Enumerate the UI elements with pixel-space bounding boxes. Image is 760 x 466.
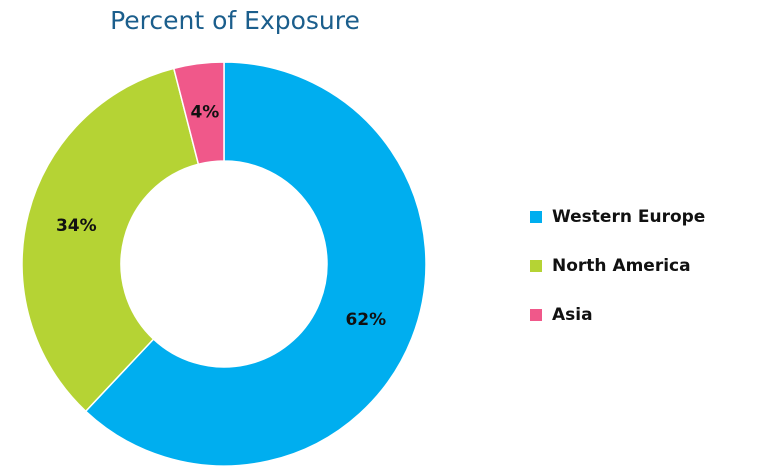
- legend-label: North America: [552, 256, 691, 276]
- donut-slice: [172, 61, 225, 166]
- data-label: 62%: [345, 310, 386, 330]
- legend-label: Western Europe: [552, 207, 705, 227]
- legend-swatch: [530, 260, 542, 272]
- donut-slice: [84, 61, 427, 466]
- legend-swatch: [530, 211, 542, 223]
- chart-title: Percent of Exposure: [110, 6, 360, 35]
- data-label: 4%: [190, 103, 219, 123]
- legend-label: Asia: [552, 305, 593, 325]
- data-label: 34%: [56, 216, 97, 236]
- legend-swatch: [530, 309, 542, 321]
- donut-slice: [21, 67, 200, 413]
